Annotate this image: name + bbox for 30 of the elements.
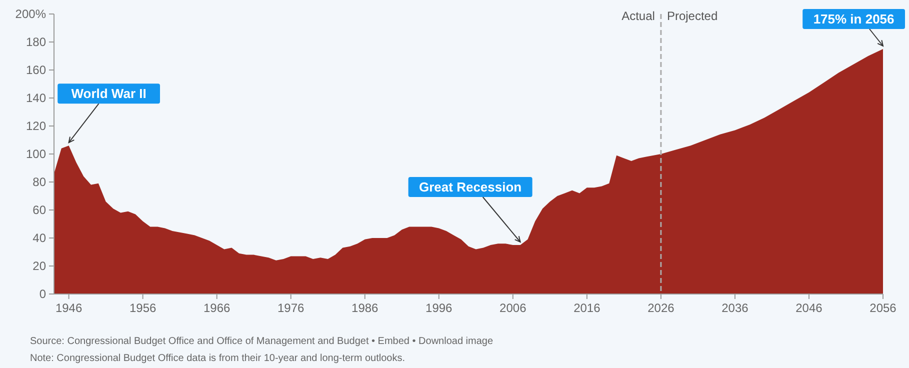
x-tick-label: 1946: [55, 301, 82, 315]
ref-line-label: Actual: [622, 9, 655, 23]
x-tick-label: 2036: [722, 301, 749, 315]
x-tick-label: 2026: [648, 301, 675, 315]
x-tick-label: 2056: [870, 301, 897, 315]
x-tick-label: 1986: [352, 301, 379, 315]
x-tick-label: 2016: [574, 301, 601, 315]
y-tick-label: 80: [32, 175, 46, 190]
x-tick-label: 2046: [796, 301, 823, 315]
y-tick-label: 20: [32, 259, 46, 274]
y-tick-label: 180: [26, 35, 46, 50]
x-tick-label: 1956: [129, 301, 156, 315]
y-tick-label: 120: [26, 119, 46, 134]
y-tick-label: 40: [32, 231, 46, 246]
x-tick-label: 1966: [203, 301, 231, 315]
x-tick-label: 1976: [278, 301, 305, 315]
x-tick-label: 1996: [426, 301, 453, 315]
text: Note: Congressional Budget Office data is from their 10-year and long-term outlooks.: [30, 353, 406, 364]
y-tick-label: 100: [26, 147, 46, 162]
y-tick-label: 140: [26, 91, 46, 106]
y-tick-label: 200%: [15, 7, 46, 22]
annotation: World War II: [71, 86, 146, 102]
source-note: Source: Congressional Budget Office and Office of Management and Budget • Embed • Download image: [30, 336, 494, 347]
y-tick-label: 0: [39, 287, 46, 302]
x-tick-label: 2006: [500, 301, 527, 315]
annotation: Great Recession: [419, 180, 522, 194]
y-tick-label: 160: [26, 63, 46, 78]
annotation: 175% in 2056: [813, 12, 894, 26]
annotation: Projected: [666, 9, 718, 23]
y-tick-label: 60: [32, 203, 46, 218]
